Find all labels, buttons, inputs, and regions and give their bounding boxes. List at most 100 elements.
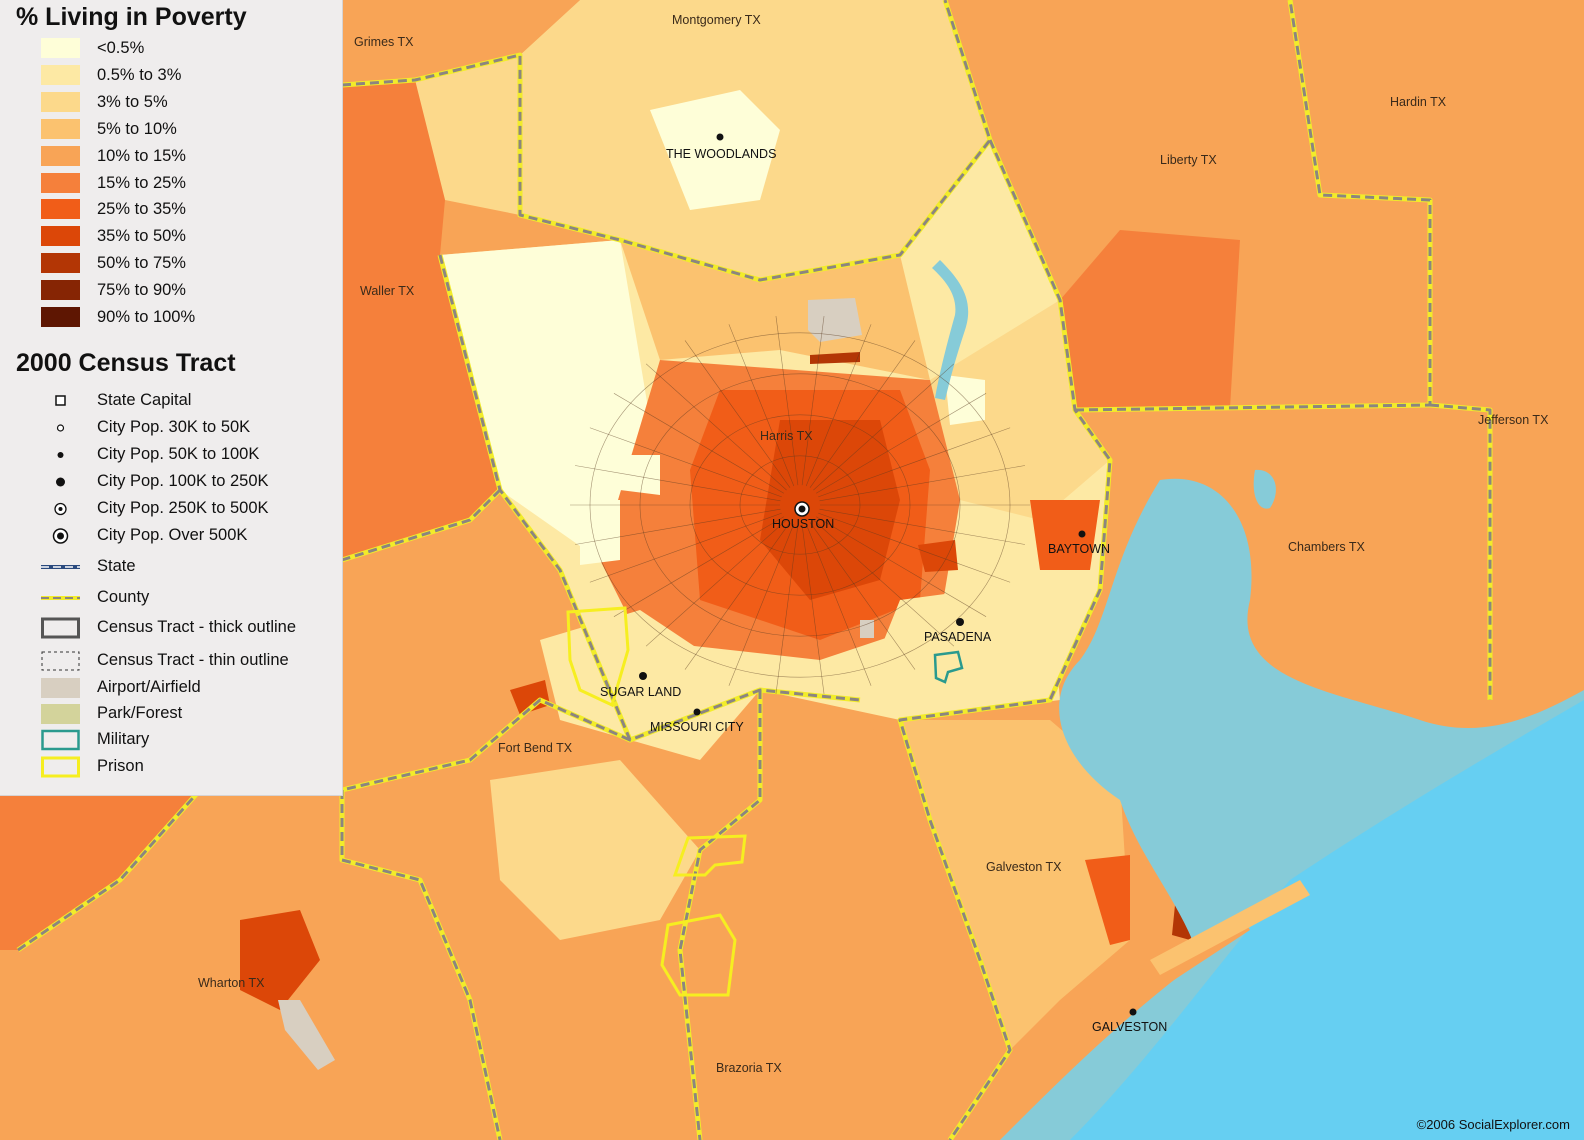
county-grimes	[342, 0, 580, 85]
symbol-legend-row: City Pop. 250K to 500K	[0, 498, 340, 522]
county-hardin	[1290, 0, 1584, 195]
city-labels: THE WOODLANDS HOUSTON BAYTOWN PASADENA S…	[600, 147, 1167, 1034]
poverty-class-swatch	[41, 253, 80, 274]
symbol-legend-label: Census Tract - thick outline	[97, 618, 296, 636]
city-30k-icon	[41, 417, 80, 439]
symbol-legend-row: State Capital	[0, 390, 340, 414]
tract-thick-icon	[41, 617, 80, 639]
prison-outlines	[566, 606, 747, 997]
poverty-class-row: 90% to 100%	[0, 307, 340, 331]
tracts-west-light	[440, 240, 650, 560]
county-label-liberty: Liberty TX	[1160, 153, 1217, 167]
city-label-woodlands: THE WOODLANDS	[666, 147, 776, 161]
city-marker-woodlands	[716, 133, 724, 141]
poverty-class-swatch	[41, 64, 80, 85]
symbol-legend-row: City Pop. 50K to 100K	[0, 444, 340, 468]
poverty-class-swatch	[41, 172, 80, 193]
symbol-legend-row: State	[0, 556, 340, 580]
tracts-light-patch-3	[945, 375, 985, 425]
poverty-class-label: 35% to 50%	[97, 227, 186, 246]
prison-brazoria-south	[660, 913, 737, 997]
poverty-class-row: 15% to 25%	[0, 172, 340, 197]
county-west-edge	[342, 490, 560, 790]
poverty-class-row: 5% to 10%	[0, 118, 340, 143]
tracts-north-mid	[620, 240, 930, 380]
poverty-class-row: 0.5% to 3%	[0, 64, 340, 89]
county-label-brazoria: Brazoria TX	[716, 1061, 782, 1075]
city-marker-baytown	[1078, 530, 1086, 538]
county-label-montgomery: Montgomery TX	[672, 13, 761, 27]
poverty-class-row: 25% to 35%	[0, 199, 340, 223]
tract-outlines	[570, 316, 1030, 694]
symbol-legend-row: Census Tract - thin outline	[0, 650, 340, 674]
symbol-legend-label: Military	[97, 730, 150, 748]
city-250k-icon	[41, 498, 80, 520]
tracts-fort-bend-dark	[510, 680, 550, 715]
county-jefferson	[1430, 185, 1584, 700]
tracts-north-band	[810, 352, 860, 364]
symbol-legend-row: Military	[0, 729, 340, 753]
symbol-legend-label: City Pop. 50K to 100K	[97, 445, 260, 463]
poverty-class-row: 50% to 75%	[0, 253, 340, 277]
city-label-missouri-city: MISSOURI CITY	[650, 720, 744, 734]
county-galveston	[900, 720, 1130, 1050]
poverty-class-row: 75% to 90%	[0, 280, 340, 304]
county-labels: Montgomery TX Grimes TX Hardin TX Libert…	[198, 13, 1549, 1075]
symbol-legend-label: County	[97, 588, 150, 606]
poverty-class-row: 35% to 50%	[0, 226, 340, 250]
city-label-houston: HOUSTON	[772, 517, 834, 531]
symbol-legend-row: County	[0, 587, 340, 611]
poverty-class-swatch	[41, 226, 80, 247]
city-marker-missouri-city	[693, 708, 701, 716]
military-ellington	[933, 650, 964, 684]
county-brazoria-light	[490, 760, 700, 940]
tracts-woodlands	[650, 90, 780, 210]
city-label-pasadena: PASADENA	[924, 630, 992, 644]
city-label-galveston: GALVESTON	[1092, 1020, 1167, 1034]
symbol-legend-label: State Capital	[97, 391, 192, 409]
poverty-class-row: <0.5%	[0, 38, 340, 62]
city-marker-pasadena	[956, 618, 964, 626]
poverty-class-swatch	[41, 199, 80, 220]
military-swatch	[41, 729, 80, 751]
airport-iah	[808, 298, 862, 342]
county-label-hardin: Hardin TX	[1390, 95, 1447, 109]
state-boundary-icon	[41, 556, 80, 578]
poverty-class-label: 3% to 5%	[97, 92, 168, 111]
symbol-legend-label: City Pop. 30K to 50K	[97, 418, 251, 436]
symbol-legend-row: City Pop. Over 500K	[0, 525, 340, 549]
tracts-galveston-dark	[1085, 855, 1130, 945]
symbol-legend-row: Park/Forest	[0, 703, 340, 727]
poverty-class-row: 3% to 5%	[0, 91, 340, 116]
poverty-class-label: 25% to 35%	[97, 200, 186, 219]
symbol-legend-label: State	[97, 557, 136, 575]
chambers-lake	[1253, 469, 1276, 509]
county-label-harris: Harris TX	[760, 429, 813, 443]
poverty-class-swatch	[41, 91, 80, 112]
county-label-jefferson: Jefferson TX	[1478, 413, 1549, 427]
city-marker-galveston	[1129, 1008, 1137, 1016]
state-capital-icon	[41, 390, 80, 412]
county-boundary-icon	[41, 587, 80, 609]
prison-swatch	[41, 756, 80, 778]
city-50k-icon	[41, 444, 80, 466]
poverty-legend-title: % Living in Poverty	[16, 3, 247, 31]
city-label-baytown: BAYTOWN	[1048, 542, 1110, 556]
city-marker-houston-inner	[798, 505, 806, 513]
prison-brazoria-north	[672, 834, 747, 877]
county-waller	[342, 80, 500, 560]
poverty-class-swatch	[41, 145, 80, 166]
poverty-class-label: 5% to 10%	[97, 119, 177, 138]
tracts-light-patch-2	[580, 500, 620, 565]
symbol-legend-label: Prison	[97, 757, 144, 775]
city-label-sugar-land: SUGAR LAND	[600, 685, 681, 699]
airport-hobby	[860, 620, 874, 638]
airport-wharton	[278, 1000, 335, 1070]
poverty-class-swatch	[41, 118, 80, 139]
county-label-fort-bend: Fort Bend TX	[498, 741, 573, 755]
tract-thin-icon	[41, 650, 80, 672]
city-500k-icon	[41, 525, 80, 547]
tract-legend-title: 2000 Census Tract	[16, 349, 236, 377]
